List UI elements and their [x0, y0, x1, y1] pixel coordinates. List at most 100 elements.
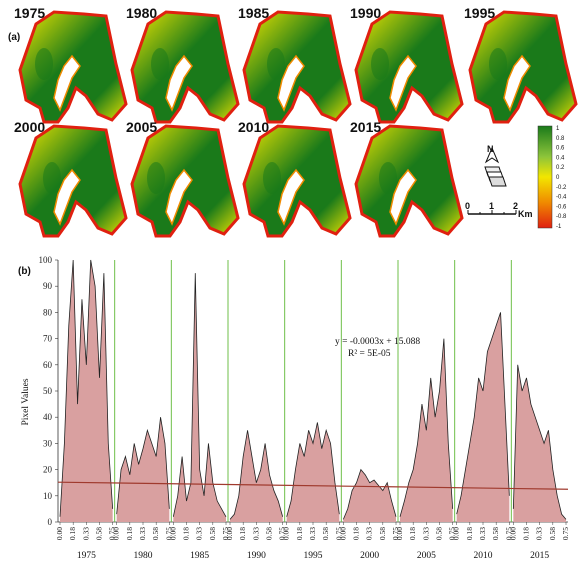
x-tick-label: 0.18: [125, 527, 134, 540]
map-channel: [277, 54, 305, 112]
map-year-label: 2010: [238, 119, 269, 135]
x-tick-label: 0.33: [365, 527, 374, 540]
x-tick-label: 0.00: [338, 527, 347, 540]
colorbar-tick-label: 0.2: [556, 165, 565, 171]
map-channel: [389, 168, 417, 226]
area-1975: [60, 260, 113, 522]
north-arrow-icon: N: [484, 144, 507, 187]
north-label: N: [487, 144, 494, 154]
x-tick-label: 0.00: [112, 527, 121, 540]
x-tick-label: 0.33: [535, 527, 544, 540]
colorbar-gradient: [537, 125, 553, 229]
x-tick-label: 0.58: [491, 527, 500, 540]
scale-bar: 0 1 2 Km: [465, 201, 533, 219]
area-1990: [230, 430, 283, 522]
map-vegetation-patch: [151, 48, 169, 80]
map-channel: [165, 168, 193, 226]
map-channel: [53, 168, 81, 226]
line-1980: [116, 417, 170, 515]
x-group-label: 1975: [77, 551, 96, 561]
area-2015: [513, 364, 566, 522]
x-tick-label: 0.33: [421, 527, 430, 540]
map-vegetation-patch: [147, 162, 165, 194]
map-year-label: 2015: [350, 119, 381, 135]
x-tick-label: 0.33: [251, 527, 260, 540]
x-group-label: 1985: [190, 551, 209, 561]
panel-b-label: (b): [18, 266, 31, 277]
y-tick-label: 0: [48, 517, 53, 527]
line-2005: [399, 338, 454, 517]
colorbar-tick-label: 1: [556, 126, 560, 132]
x-tick-label: 0.18: [68, 527, 77, 540]
x-tick-label: 0.33: [478, 527, 487, 540]
x-group-label: 2015: [530, 551, 549, 561]
area-1995: [286, 422, 340, 522]
x-tick-label: 0.18: [522, 527, 531, 540]
y-tick-label: 60: [43, 360, 53, 370]
area-1980: [116, 417, 170, 522]
line-2010: [456, 312, 510, 515]
colorbar-tick-label: 0: [556, 175, 560, 181]
scale-unit: Km: [518, 209, 533, 219]
ndvi-map-1990: 1990: [350, 5, 464, 124]
x-tick-label: 0.75: [164, 527, 173, 540]
y-tick-label: 80: [43, 307, 53, 317]
x-tick-label: 0.00: [55, 527, 64, 540]
x-tick-label: 0.58: [435, 527, 444, 540]
ndvi-map-1995: 1995: [464, 5, 578, 124]
x-tick-label: 0.00: [225, 527, 234, 540]
map-vegetation-patch: [263, 162, 281, 194]
x-tick-label: 0.00: [282, 527, 291, 540]
map-channel: [389, 54, 417, 112]
x-tick-label: 0.00: [452, 527, 461, 540]
colorbar-tick-label: 0.4: [556, 155, 565, 161]
line-1995: [286, 422, 340, 517]
map-vegetation-patch: [379, 162, 397, 194]
x-tick-label: 0.00: [168, 527, 177, 540]
ndvi-map-1980: 1980: [126, 5, 240, 124]
colorbar-tick-label: 0.6: [556, 146, 565, 152]
trend-line: [57, 481, 569, 490]
x-tick-label: 0.33: [195, 527, 204, 540]
map-year-label: 2000: [14, 119, 45, 135]
y-tick-label: 50: [43, 386, 53, 396]
line-2000: [342, 468, 397, 520]
x-tick-label: 0.58: [208, 527, 217, 540]
x-tick-label: 0.58: [378, 527, 387, 540]
x-tick-label: 0.18: [465, 527, 474, 540]
x-tick-label: 0.75: [391, 527, 400, 540]
y-tick-label: 30: [43, 438, 53, 448]
x-tick-label: 0.75: [504, 527, 513, 540]
x-tick-label: 0.58: [321, 527, 330, 540]
x-tick-label: 0.18: [238, 527, 247, 540]
ndvi-map-2015: 2015: [350, 119, 464, 238]
map-vegetation-patch: [35, 48, 53, 80]
colorbar-tick-label: -1: [556, 224, 562, 230]
x-tick-label: 0.00: [395, 527, 404, 540]
map-vegetation-patch: [267, 48, 285, 80]
line-1975: [59, 259, 114, 517]
x-group-label: 2000: [360, 551, 379, 561]
area-1985: [173, 273, 226, 522]
y-tick-label: 20: [43, 465, 53, 475]
scale-tick-0: 0: [465, 201, 470, 211]
x-tick-label: 0.75: [448, 527, 457, 540]
x-tick-label: 0.58: [548, 527, 557, 540]
x-tick-label: 0.75: [108, 527, 117, 540]
line-1990: [229, 430, 284, 520]
x-tick-label: 0.33: [138, 527, 147, 540]
ndvi-map-2005: 2005: [126, 119, 240, 238]
map-channel: [53, 54, 81, 112]
trend-r-squared: R² = 5E-05: [348, 349, 391, 359]
x-group-label: 2005: [417, 551, 436, 561]
ndvi-map-2010: 2010: [238, 119, 352, 238]
colorbar-tick-label: -0.8: [556, 214, 567, 220]
x-tick-label: 0.18: [352, 527, 361, 540]
map-vegetation-patch: [489, 48, 507, 80]
y-tick-label: 10: [43, 491, 53, 501]
map-vegetation-patch: [43, 162, 61, 194]
colorbar: 1 0.8 0.6 0.4 0.2 0 -0.2 -0.4 -0.6 -0.8 -1: [537, 125, 567, 230]
map-channel: [277, 168, 305, 226]
ndvi-map-2000: 2000: [14, 119, 128, 238]
